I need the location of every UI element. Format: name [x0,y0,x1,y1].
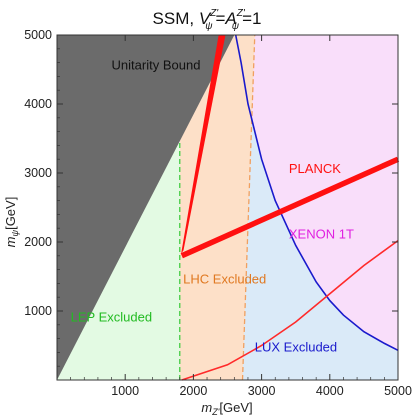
title-rhs: =1 [242,9,261,28]
lux-region [235,35,398,380]
y-tick-label: 5000 [24,28,52,42]
lhc-annotation: LHC Excluded [183,271,266,286]
axis-ticks: 1000 2000 3000 4000 5000 1000 2000 3000 4000 5000 [24,28,412,398]
y-label-sub: ψ [10,229,20,236]
title-v: V [199,9,212,28]
x-tick-label: 4000 [316,384,344,398]
x-label-base: m [201,400,212,415]
plot-frame [56,34,399,381]
x-tick-label: 2000 [179,384,207,398]
planck-annotation: PLANCK [289,161,341,176]
x-axis-label: mZ'[GeV] [201,400,252,417]
xenon-curve [181,239,399,381]
unitarity-annotation: Unitarity Bound [112,58,201,73]
lux-annotation: LUX Excluded [255,340,337,355]
title-eq: = [215,9,225,28]
title-a: A [224,9,236,28]
title-v-sup: Z' [209,8,219,19]
title-v-sub: ψ [205,21,213,32]
title-prefix: SSM, [153,9,199,28]
y-tick-label: 1000 [24,304,52,318]
lhc-region [179,35,255,380]
x-tick-label: 5000 [384,384,412,398]
y-label-base: m [3,236,18,247]
lep-annotation: LEP Excluded [71,309,152,324]
planck-lower-branch [180,156,400,259]
x-label-sub: Z' [211,407,219,417]
plot-area: Unitarity Bound PLANCK XENON 1T LHC Exclude… [56,34,400,381]
xenon-annotation: XENON 1T [289,227,354,242]
x-tick-label: 3000 [248,384,276,398]
y-tick-label: 2000 [24,235,52,249]
chart-title: SSM, VZ' ψ =AZ' ψ =1 [153,8,262,32]
y-tick-label: 4000 [24,97,52,111]
lhc-boundary [241,34,256,381]
x-label-unit: [GeV] [219,400,252,415]
y-label-unit: [GeV] [3,197,18,230]
y-axis-label: mψ[GeV] [3,197,20,248]
lux-curve [234,34,399,352]
title-a-sup: Z' [236,8,246,19]
y-tick-label: 3000 [24,166,52,180]
planck-upper-branch [181,35,226,254]
title-a-sub: ψ [232,21,240,32]
unitarity-region [57,35,235,380]
x-tick-label: 1000 [111,384,139,398]
